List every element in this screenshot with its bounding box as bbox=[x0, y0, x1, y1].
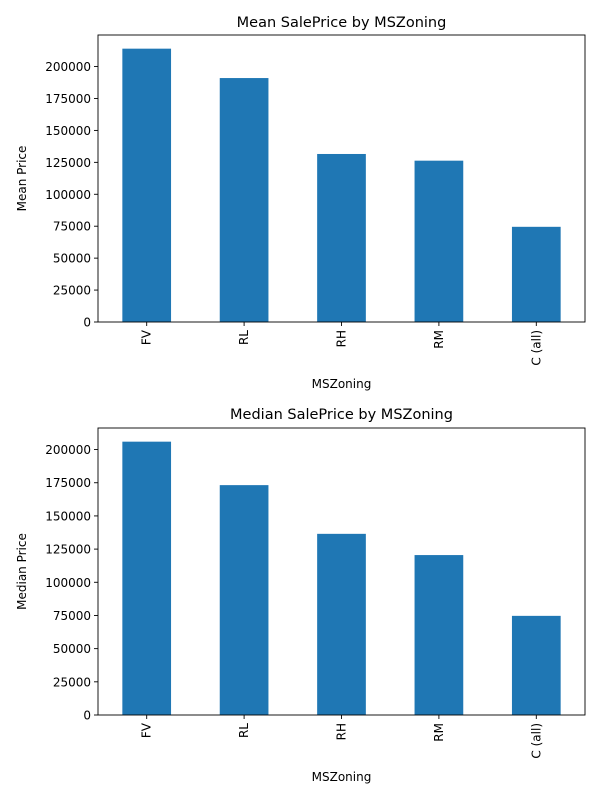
median-chart-ylabel: Median Price bbox=[15, 533, 29, 610]
median-chart-bar-rl bbox=[219, 485, 269, 715]
mean-chart-xtick-label: RL bbox=[237, 330, 251, 345]
median-chart-ytick-label: 25000 bbox=[53, 675, 91, 689]
mean-chart-xtick-label: RH bbox=[335, 330, 349, 347]
median-chart-bar-rh bbox=[317, 533, 366, 715]
mean-chart-ytick-label: 0 bbox=[83, 316, 91, 330]
mean-chart-ytick-label: 25000 bbox=[53, 284, 91, 298]
mean-chart-ytick-label: 125000 bbox=[45, 156, 91, 170]
mean-chart-ytick-label: 175000 bbox=[45, 92, 91, 106]
median-chart-bar-rm bbox=[414, 555, 464, 715]
median-chart-xtick-label: RM bbox=[432, 723, 446, 742]
median-chart-xtick-label: C (all) bbox=[529, 723, 543, 759]
mean-chart-xlabel: MSZoning bbox=[312, 377, 372, 391]
mean-chart-ytick-label: 200000 bbox=[45, 60, 91, 74]
median-chart-xtick-label: FV bbox=[140, 722, 154, 738]
mean-chart-ylabel: Mean Price bbox=[15, 146, 29, 212]
median-chart-plot-area: 0 25000 50000 75000 100000 125000 150000 175000… bbox=[45, 427, 586, 759]
mean-chart-bar-rl bbox=[219, 78, 269, 322]
mean-chart-title: Mean SalePrice by MSZoning bbox=[237, 15, 447, 31]
median-chart-ytick-label: 100000 bbox=[45, 576, 91, 590]
mean-chart-ytick-label: 150000 bbox=[45, 124, 91, 138]
mean-chart-xtick-label: FV bbox=[140, 329, 154, 345]
median-chart-title: Median SalePrice by MSZoning bbox=[230, 407, 453, 423]
median-chart: Median SalePrice by MSZoning Median Pric… bbox=[15, 407, 586, 784]
mean-chart-ytick-label: 75000 bbox=[53, 220, 91, 234]
mean-chart-bar-fv bbox=[122, 48, 172, 323]
mean-chart-plot-area: 0 25000 50000 75000 100000 125000 150000 175000… bbox=[45, 34, 586, 366]
median-chart-xtick-label: RH bbox=[335, 723, 349, 740]
median-chart-ytick-label: 150000 bbox=[45, 509, 91, 523]
median-chart-xtick-label: RL bbox=[237, 723, 251, 738]
mean-chart-ytick-label: 50000 bbox=[53, 252, 91, 266]
mean-chart-bar-rm bbox=[414, 160, 464, 322]
median-chart-ytick-label: 175000 bbox=[45, 476, 91, 490]
median-chart-ytick-label: 125000 bbox=[45, 543, 91, 557]
mean-chart-ytick-label: 100000 bbox=[45, 188, 91, 202]
median-chart-ytick-label: 0 bbox=[83, 709, 91, 723]
median-chart-ytick-label: 75000 bbox=[53, 609, 91, 623]
mean-chart: Mean SalePrice by MSZoning Mean Price MS… bbox=[15, 15, 586, 391]
median-chart-xlabel: MSZoning bbox=[312, 770, 372, 784]
median-chart-ytick-label: 50000 bbox=[53, 642, 91, 656]
median-chart-bar-fv bbox=[122, 441, 172, 715]
median-chart-ytick-label: 200000 bbox=[45, 443, 91, 457]
mean-chart-bar-rh bbox=[317, 153, 366, 322]
median-chart-bar-call bbox=[511, 615, 561, 715]
mean-chart-xtick-label: C (all) bbox=[529, 330, 543, 366]
mean-chart-xtick-label: RM bbox=[432, 330, 446, 349]
mean-chart-bar-call bbox=[511, 226, 561, 322]
